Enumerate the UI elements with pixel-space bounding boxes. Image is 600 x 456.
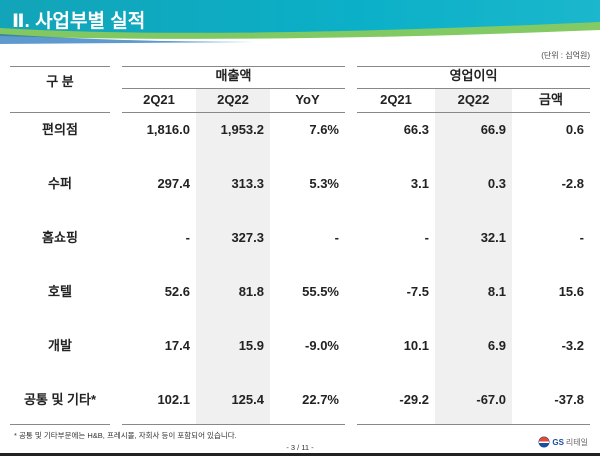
bottom-bar xyxy=(0,453,600,456)
divider xyxy=(10,112,110,113)
table-cell: 15.9 xyxy=(238,338,264,353)
logo-icon xyxy=(538,436,550,448)
table-cell: 313.3 xyxy=(231,176,264,191)
group-header-revenue: 매출액 xyxy=(215,68,252,83)
table-cell: 52.6 xyxy=(164,284,190,299)
group-header-op: 영업이익 xyxy=(449,68,498,83)
row-label: 수퍼 xyxy=(48,176,72,191)
column-header: YoY xyxy=(295,92,320,107)
divider xyxy=(122,66,345,67)
page-title: Ⅱ. 사업부별 실적 xyxy=(12,11,146,32)
table-cell: - xyxy=(334,230,339,245)
gs-logo: GS 리테일 xyxy=(538,436,588,448)
header-band: Ⅱ. 사업부별 실적 xyxy=(0,0,600,50)
table-cell: - xyxy=(185,230,190,245)
table-cell: 81.8 xyxy=(238,284,264,299)
row-label: 호텔 xyxy=(48,284,72,299)
column-header: 2Q22 xyxy=(217,92,249,107)
wave-decoration xyxy=(0,22,600,50)
table-cell: -9.0% xyxy=(305,338,339,353)
divider xyxy=(357,88,590,89)
unit-label: (단위 : 십억원) xyxy=(541,51,590,60)
table-cell: - xyxy=(424,230,429,245)
table-cell: 125.4 xyxy=(231,392,264,407)
table-cell: 5.3% xyxy=(309,176,339,191)
column-header: 2Q21 xyxy=(143,92,175,107)
table-cell: - xyxy=(579,230,584,245)
divider xyxy=(357,112,590,113)
table-cell: 1,953.2 xyxy=(220,122,264,137)
table-cell: 102.1 xyxy=(157,392,190,407)
table-cell: 32.1 xyxy=(480,230,506,245)
table-cell: -7.5 xyxy=(406,284,429,299)
row-label: 개발 xyxy=(48,338,72,353)
table-cell: 15.6 xyxy=(558,284,584,299)
page-number: - 3 / 11 - xyxy=(286,443,314,452)
table-cell: -2.8 xyxy=(561,176,584,191)
table-cell: 0.6 xyxy=(565,122,584,137)
divider xyxy=(122,112,345,113)
table-cell: 66.9 xyxy=(480,122,506,137)
table-cell: 8.1 xyxy=(487,284,506,299)
column-header: 2Q22 xyxy=(457,92,490,107)
column-header: 금액 xyxy=(539,92,563,107)
shade-revenue-2q22 xyxy=(196,89,270,424)
table-cell: 0.3 xyxy=(487,176,506,191)
table-cell: 7.6% xyxy=(309,122,339,137)
divider xyxy=(357,424,590,425)
divider xyxy=(122,88,345,89)
table-cell: 6.9 xyxy=(487,338,506,353)
table-cell: 3.1 xyxy=(410,176,429,191)
divider xyxy=(357,66,590,67)
table-cell: -37.8 xyxy=(554,392,584,407)
table-cell: 1,816.0 xyxy=(146,122,190,137)
row-label: 공통 및 기타* xyxy=(23,392,97,407)
table-cell: 10.1 xyxy=(403,338,429,353)
table-cell: 66.3 xyxy=(403,122,429,137)
table-cell: 17.4 xyxy=(164,338,190,353)
table-cell: 297.4 xyxy=(157,176,190,191)
label-header: 구 분 xyxy=(46,74,74,89)
shade-op-2q22 xyxy=(435,89,512,424)
table-cell: -3.2 xyxy=(561,338,584,353)
table-cell: 327.3 xyxy=(231,230,264,245)
divider xyxy=(122,424,345,425)
divider xyxy=(10,66,110,67)
row-label: 편의점 xyxy=(42,122,78,137)
table-cell: -29.2 xyxy=(399,392,429,407)
table-cell: -67.0 xyxy=(476,392,506,407)
divider xyxy=(10,424,110,425)
row-label: 홈쇼핑 xyxy=(42,230,78,245)
footnote: * 공통 및 기타부문에는 H&B, 프레시몰, 자회사 등이 포함되어 있습니… xyxy=(14,431,237,440)
column-header: 2Q21 xyxy=(380,92,412,107)
table-cell: 55.5% xyxy=(302,284,339,299)
table-cell: 22.7% xyxy=(302,392,339,407)
